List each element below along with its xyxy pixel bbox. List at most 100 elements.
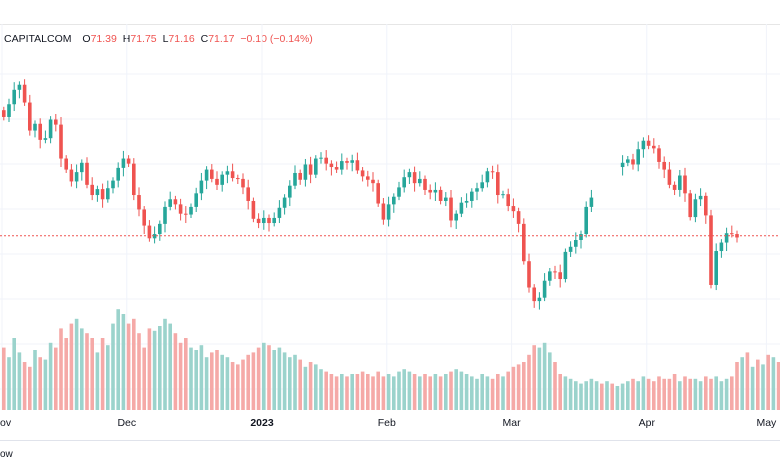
volume-bar bbox=[163, 318, 167, 410]
candle-body bbox=[620, 162, 625, 168]
volume-bar bbox=[542, 342, 547, 410]
candle-body bbox=[392, 196, 396, 205]
volume-bar bbox=[766, 354, 770, 410]
volume-bar bbox=[594, 381, 599, 410]
candle-body bbox=[340, 161, 344, 170]
candle-body bbox=[184, 213, 188, 215]
volume-bar bbox=[568, 378, 573, 410]
volume-bar bbox=[210, 352, 214, 410]
candle-body bbox=[527, 261, 531, 288]
volume-bar bbox=[428, 376, 432, 410]
volume-bar bbox=[293, 354, 297, 410]
volume-bar bbox=[652, 381, 656, 410]
candle-body bbox=[85, 162, 89, 185]
candle-body bbox=[28, 102, 32, 131]
volume-bar bbox=[147, 328, 152, 410]
volume-bar bbox=[360, 371, 365, 410]
candle-body bbox=[485, 171, 490, 183]
candle-body bbox=[444, 197, 448, 201]
volume-bar bbox=[116, 309, 120, 410]
volume-bar bbox=[69, 323, 74, 410]
candle-body bbox=[496, 172, 500, 196]
volume-bar bbox=[610, 383, 614, 410]
candle-body bbox=[272, 217, 276, 224]
volume-bar bbox=[314, 364, 318, 410]
candle-body bbox=[641, 140, 646, 150]
volume-bar bbox=[511, 366, 516, 410]
volume-bar bbox=[298, 359, 302, 410]
volume-bar bbox=[241, 359, 245, 410]
volume-bar bbox=[38, 357, 42, 410]
candle-body bbox=[350, 160, 354, 163]
volume-bar bbox=[444, 374, 448, 410]
candle-body bbox=[277, 207, 282, 218]
candle-body bbox=[678, 175, 682, 190]
volume-bar bbox=[433, 374, 438, 410]
candle-body bbox=[100, 189, 105, 200]
volume-bar bbox=[620, 383, 625, 410]
volume-bar bbox=[480, 374, 484, 410]
candle-body bbox=[262, 217, 266, 224]
volume-bar bbox=[59, 328, 63, 410]
candle-body bbox=[147, 225, 152, 239]
volume-bar bbox=[745, 352, 750, 410]
candle-body bbox=[386, 204, 391, 220]
volume-bar bbox=[329, 374, 334, 410]
price-chart[interactable]: ov Dec 2023 Feb Mar Apr May bbox=[0, 24, 780, 440]
candle-body bbox=[64, 158, 68, 170]
volume-bar bbox=[496, 374, 500, 410]
x-tick-label: Apr bbox=[639, 417, 656, 429]
candle-body bbox=[137, 195, 141, 210]
candle-body bbox=[667, 169, 672, 185]
volume-bar bbox=[532, 345, 536, 410]
candle-body bbox=[194, 193, 198, 207]
candle-body bbox=[236, 178, 240, 180]
candle-body bbox=[719, 242, 724, 252]
volume-bar bbox=[64, 338, 68, 410]
candle-body bbox=[288, 185, 292, 198]
volume-bar bbox=[683, 376, 687, 410]
x-axis-ticks: ov Dec 2023 Feb Mar Apr May bbox=[0, 417, 777, 429]
low-value: 71.16 bbox=[168, 33, 195, 45]
volume-bar bbox=[334, 376, 339, 410]
volume-bar bbox=[189, 347, 193, 410]
volume-bar bbox=[220, 354, 224, 410]
volume-bar bbox=[251, 352, 256, 410]
volume-bar bbox=[516, 364, 521, 410]
volume-bar bbox=[366, 374, 370, 410]
volume-bar bbox=[106, 345, 110, 410]
volume-bar bbox=[100, 338, 105, 410]
volume-bar bbox=[537, 347, 542, 410]
candle-body bbox=[230, 171, 235, 179]
candle-body bbox=[626, 159, 630, 163]
candle-body bbox=[454, 213, 458, 221]
x-tick-label: 2023 bbox=[250, 417, 274, 429]
candle-body bbox=[282, 197, 287, 208]
volume-bar bbox=[423, 374, 427, 410]
volume-bar bbox=[615, 386, 620, 410]
volume-bar bbox=[392, 376, 396, 410]
candle-body bbox=[163, 206, 167, 224]
candle-body bbox=[132, 163, 136, 196]
candle-body bbox=[698, 195, 703, 200]
candle-body bbox=[480, 182, 484, 189]
volume-bar bbox=[345, 376, 349, 410]
volume-bar bbox=[54, 347, 58, 410]
open-label: O bbox=[82, 33, 91, 45]
candle-body bbox=[475, 188, 479, 192]
volume-bar bbox=[636, 381, 640, 410]
volume-bar bbox=[350, 374, 354, 410]
volume-bar bbox=[553, 362, 557, 410]
symbol-name[interactable]: CAPITALCOM bbox=[4, 33, 72, 45]
candle-body bbox=[397, 187, 401, 197]
volume-bar bbox=[402, 369, 406, 410]
candle-body bbox=[48, 119, 53, 139]
candle-body bbox=[251, 200, 256, 219]
candle-body bbox=[704, 195, 708, 216]
candle-body bbox=[90, 184, 94, 196]
candle-body bbox=[220, 174, 224, 185]
candle-body bbox=[646, 140, 651, 146]
candle-body bbox=[7, 104, 11, 117]
candle-body bbox=[672, 184, 677, 190]
candle-body bbox=[652, 145, 656, 149]
